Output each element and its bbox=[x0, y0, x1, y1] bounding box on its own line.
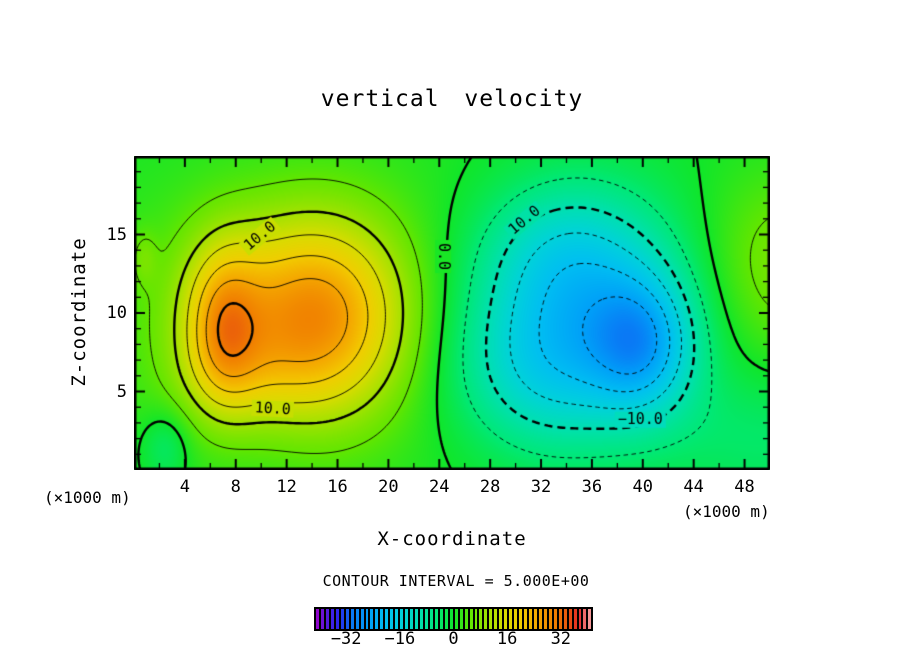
colorbar-cell bbox=[548, 609, 552, 629]
x-tick-label-44: 44 bbox=[683, 477, 704, 497]
colorbar-cell bbox=[375, 609, 379, 629]
colorbar-cell bbox=[509, 609, 513, 629]
colorbar-cell bbox=[484, 609, 488, 629]
colorbar-cell bbox=[459, 609, 463, 629]
colorbar-cell bbox=[499, 609, 503, 629]
colorbar-tick-label--16: −16 bbox=[384, 629, 416, 649]
colorbar-cell bbox=[553, 609, 557, 629]
colorbar-cell bbox=[365, 609, 369, 629]
x-tick-label-12: 12 bbox=[276, 477, 297, 497]
colorbar-cell bbox=[563, 609, 567, 629]
colorbar-cell bbox=[390, 609, 394, 629]
colorbar-cell bbox=[355, 609, 359, 629]
x-tick-label-36: 36 bbox=[581, 477, 603, 497]
y-tick-label-10: 10 bbox=[106, 303, 127, 323]
colorbar-cell bbox=[519, 609, 523, 629]
colorbar-cell bbox=[464, 609, 468, 629]
colorbar-tick-label-0: 0 bbox=[448, 629, 459, 649]
colorbar-cell bbox=[573, 609, 577, 629]
colorbar-cell bbox=[345, 609, 349, 629]
colorbar-cell bbox=[420, 609, 423, 629]
colorbar-cell bbox=[320, 609, 324, 629]
x-axis-title: X-coordinate bbox=[377, 528, 527, 550]
colorbar-cell bbox=[405, 609, 409, 629]
x-tick-label-24: 24 bbox=[429, 477, 450, 497]
colorbar-cell bbox=[380, 609, 384, 629]
colorbar-cell bbox=[538, 609, 542, 629]
x-tick-label-48: 48 bbox=[734, 477, 755, 497]
colorbar-tick-label-32: 32 bbox=[550, 629, 572, 649]
x-tick-label-16: 16 bbox=[327, 477, 348, 497]
colorbar-cell bbox=[454, 609, 458, 629]
colorbar-cell bbox=[558, 609, 562, 629]
colorbar-cell bbox=[335, 609, 339, 629]
colorbar-cell bbox=[370, 609, 374, 629]
x-tick-label-20: 20 bbox=[378, 477, 399, 497]
colorbar-cell bbox=[434, 609, 438, 629]
colorbar-cell bbox=[524, 609, 527, 629]
y-tick-label-5: 5 bbox=[116, 381, 127, 402]
colorbar-cell bbox=[588, 609, 592, 629]
colorbar-cell bbox=[316, 609, 319, 629]
colorbar-cell bbox=[469, 609, 473, 629]
colorbar-cell bbox=[479, 609, 483, 629]
colorbar-cell bbox=[583, 609, 587, 629]
colorbar-cell bbox=[395, 609, 399, 629]
colorbar-cell bbox=[514, 609, 518, 629]
colorbar-cell bbox=[489, 609, 493, 629]
colorbar-cell bbox=[350, 609, 354, 629]
colorbar-cell bbox=[415, 609, 419, 629]
colorbar-cell bbox=[533, 609, 537, 629]
colorbar-cell bbox=[325, 609, 329, 629]
x-axis-unit-note: (×1000 m) bbox=[683, 502, 770, 521]
colorbar-cell bbox=[444, 609, 448, 629]
colorbar-tick-label--32: −32 bbox=[330, 629, 362, 649]
colorbar-cell bbox=[400, 609, 404, 629]
colorbar-cell bbox=[340, 609, 344, 629]
colorbar-cell bbox=[474, 609, 478, 629]
colorbar-cell bbox=[439, 609, 443, 629]
colorbar-cell bbox=[528, 609, 532, 629]
x-tick-label-28: 28 bbox=[479, 477, 501, 497]
plot-title: vertical velocity bbox=[320, 86, 584, 112]
x-tick-label-8: 8 bbox=[230, 477, 241, 497]
y-tick-label-15: 15 bbox=[106, 224, 127, 245]
colorbar-cell bbox=[385, 609, 389, 629]
colorbar-cell bbox=[543, 609, 547, 629]
colorbar-cell bbox=[449, 609, 453, 629]
colorbar-cell bbox=[578, 609, 582, 629]
colorbar-cell bbox=[424, 609, 428, 629]
colorbar-cell bbox=[429, 609, 433, 629]
contour-interval-note: CONTOUR INTERVAL = 5.000E+00 bbox=[322, 572, 590, 590]
colorbar-tick-label-16: 16 bbox=[496, 629, 518, 649]
colorbar-cell bbox=[568, 609, 572, 629]
x-tick-label-4: 4 bbox=[179, 477, 190, 497]
colorbar-cell bbox=[494, 609, 498, 629]
colorbar-cell bbox=[410, 609, 414, 629]
colorbar-cell bbox=[360, 609, 364, 629]
colorbar bbox=[314, 607, 593, 631]
x-tick-label-40: 40 bbox=[632, 477, 654, 497]
x-tick-label-32: 32 bbox=[530, 477, 552, 497]
y-axis-unit-note: (×1000 m) bbox=[44, 488, 131, 507]
colorbar-cell bbox=[504, 609, 508, 629]
colorbar-cell bbox=[330, 609, 334, 629]
contour-plot-canvas bbox=[134, 156, 770, 470]
